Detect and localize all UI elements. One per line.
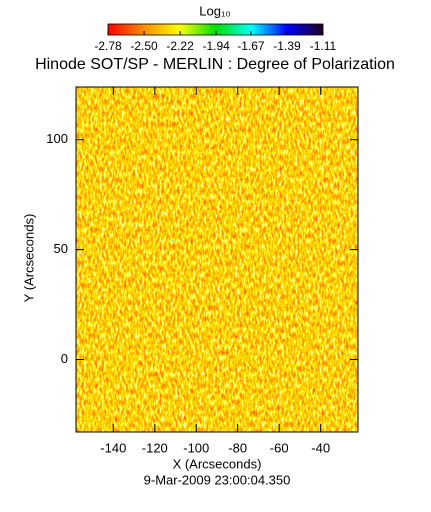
colorbar-tick-label: -1.67 <box>237 39 265 53</box>
colorbar-tick-label: -1.94 <box>202 39 230 53</box>
x-tick-label: -80 <box>228 440 247 455</box>
heatmap-image <box>76 87 358 432</box>
x-axis-label: X (Arcseconds) <box>173 456 262 471</box>
x-tick-label: -140 <box>100 440 126 455</box>
plot-frame <box>75 86 359 433</box>
colorbar <box>107 23 324 36</box>
y-tick-label: 100 <box>46 131 68 146</box>
chart-subtitle: 9-Mar-2009 23:00:04.350 <box>144 472 291 487</box>
colorbar-tick-label: -1.11 <box>310 39 337 53</box>
colorbar-tick-label: -2.78 <box>94 39 122 53</box>
x-tick-label: -40 <box>311 440 330 455</box>
y-tick-label: 0 <box>61 351 68 366</box>
x-tick-label: -60 <box>270 440 289 455</box>
chart-title: Hinode SOT/SP - MERLIN : Degree of Polar… <box>35 56 395 73</box>
y-tick-label: 50 <box>54 241 68 256</box>
y-axis-label: Y (Arcseconds) <box>21 214 36 303</box>
colorbar-label: Log₁₀ <box>199 3 230 18</box>
colorbar-tick-label: -1.39 <box>273 39 301 53</box>
colorbar-tick-label: -2.50 <box>130 39 158 53</box>
x-tick-label: -120 <box>142 440 168 455</box>
colorbar-tick-label: -2.22 <box>166 39 194 53</box>
x-tick-label: -100 <box>183 440 209 455</box>
